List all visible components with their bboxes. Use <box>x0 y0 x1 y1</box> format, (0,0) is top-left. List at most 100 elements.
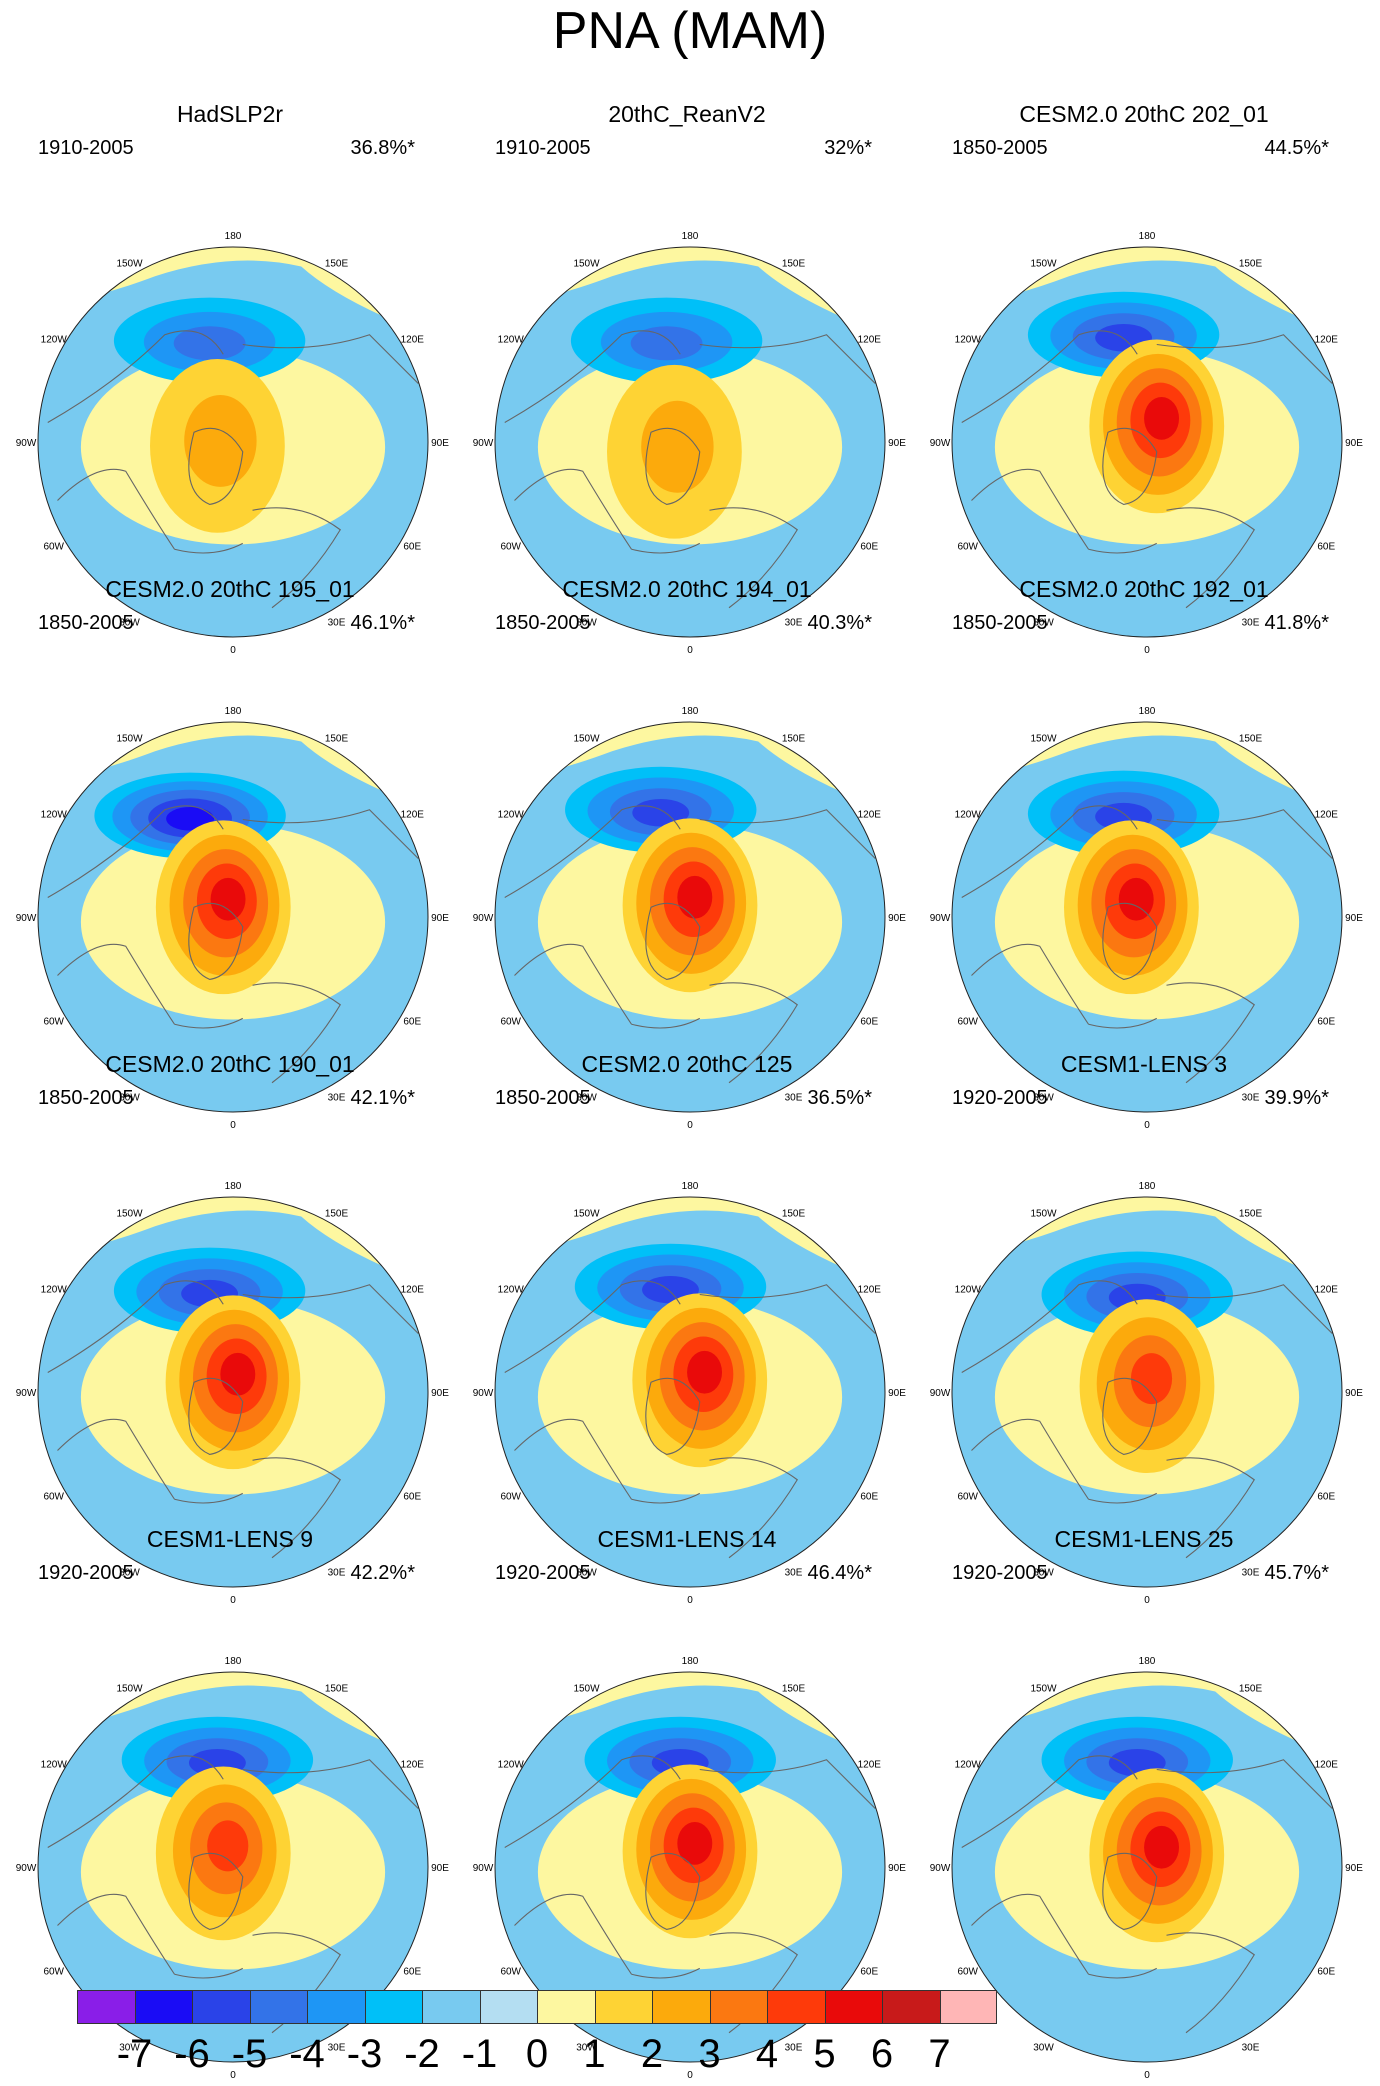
longitude-label: 90E <box>1345 913 1363 924</box>
contour-positive-5 <box>687 1350 723 1394</box>
coastlines <box>47 330 419 609</box>
colorbar-label: -7 <box>116 2032 153 2076</box>
colorbar-label: 5 <box>813 2032 836 2076</box>
map-panel: 180 150E 120E 90E 60E 30E 0 30W 60W 90W 120W 150W CE… <box>914 1525 1374 2081</box>
longitude-label: 120W <box>498 1285 525 1296</box>
contour-positive-2 <box>641 400 714 493</box>
map-boundary <box>37 1196 429 1588</box>
contour-negative-3 <box>630 326 703 361</box>
colorbar-swatch <box>364 1990 422 2024</box>
polar-map: 180 150E 120E 90E 60E 30E 0 30W 60W 90W 120W 150W <box>473 706 907 1131</box>
longitude-label: 180 <box>682 1656 699 1667</box>
panel-period: 1910-2005 <box>38 137 134 159</box>
colorbar-label: 2 <box>640 2032 664 2076</box>
panel-variance-explained: 42.1%* <box>350 1087 416 1109</box>
map-panel: 180 150E 120E 90E 60E 30E 0 30W 60W 90W 120W 150W CE… <box>914 1050 1374 1606</box>
panel-title: CESM2.0 20thC 125 <box>581 1051 793 1077</box>
polar-map: 180 150E 120E 90E 60E 30E 0 30W 60W 90W 120W 150W <box>16 231 450 656</box>
panel-title: CESM1-LENS 14 <box>597 1526 777 1552</box>
map-boundary <box>494 1671 886 2063</box>
map-boundary <box>951 721 1343 1113</box>
longitude-label: 90W <box>16 913 37 924</box>
contour-positive-5 <box>677 875 713 919</box>
longitude-label: 60W <box>957 542 978 553</box>
colorbar-label: -4 <box>289 2032 325 2076</box>
longitude-label: 90E <box>431 1388 449 1399</box>
polar-map: 180 150E 120E 90E 60E 30E 0 30W 60W 90W 120W 150W <box>16 1656 450 2081</box>
longitude-label: 180 <box>682 231 699 242</box>
contour-positive-5 <box>1144 397 1180 440</box>
longitude-label: 0 <box>1144 2070 1150 2081</box>
longitude-label: 30W <box>576 1092 597 1103</box>
longitude-label: 60W <box>43 542 64 553</box>
panel-variance-explained: 36.8%* <box>350 137 416 159</box>
map-panel: 180 150E 120E 90E 60E 30E 0 30W 60W 90W 120W 150W CE… <box>457 1050 917 1606</box>
longitude-label: 150W <box>116 1209 143 1220</box>
longitude-label: 30E <box>1242 617 1260 628</box>
longitude-label: 60E <box>403 1967 421 1978</box>
polar-map: 180 150E 120E 90E 60E 30E 0 30W 60W 90W 120W 150W <box>930 706 1364 1131</box>
longitude-label: 90E <box>431 1863 449 1874</box>
longitude-label: 150E <box>1239 734 1263 745</box>
map-panel: 180 150E 120E 90E 60E 30E 0 30W 60W 90W 120W 150W CE… <box>0 1050 460 1606</box>
panel-variance-explained: 44.5%* <box>1264 137 1330 159</box>
longitude-label: 60W <box>500 1492 521 1503</box>
contour-positive-5 <box>210 877 246 921</box>
contour-positive-4 <box>1130 1353 1173 1405</box>
panel-period: 1850-2005 <box>38 1087 134 1109</box>
longitude-label: 30W <box>1033 1567 1054 1578</box>
map-panel: 180 150E 120E 90E 60E 30E 0 30W 60W 90W 120W 150W CE… <box>914 575 1374 1131</box>
polar-map: 180 150E 120E 90E 60E 30E 0 30W 60W 90W 120W 150W <box>473 1656 907 2081</box>
longitude-label: 150W <box>1030 734 1057 745</box>
longitude-label: 120W <box>955 1760 982 1771</box>
map-panel: 180 150E 120E 90E 60E 30E 0 30W 60W 90W 120W 150W 20… <box>457 100 917 656</box>
panel-title: CESM2.0 20thC 190_01 <box>105 1051 355 1077</box>
longitude-label: 90E <box>888 438 906 449</box>
polar-map: 180 150E 120E 90E 60E 30E 0 30W 60W 90W 120W 150W <box>16 1181 450 1606</box>
longitude-label: 90W <box>16 1863 37 1874</box>
colorbar-label: -6 <box>174 2032 210 2076</box>
map-panel: 180 150E 120E 90E 60E 30E 0 30W 60W 90W 120W 150W CE… <box>914 100 1374 656</box>
colorbar: -7 -6 -5 -4 -3 -2 -1 0 1 2 3 4 5 6 7 <box>0 1990 1380 2086</box>
map-boundary <box>951 1196 1343 1588</box>
longitude-label: 0 <box>687 1120 693 1131</box>
longitude-label: 150W <box>116 259 143 270</box>
contour-positive-5 <box>677 1822 713 1865</box>
longitude-label: 150W <box>573 734 600 745</box>
longitude-label: 120E <box>401 1285 425 1296</box>
longitude-label: 90E <box>431 438 449 449</box>
colorbar-swatch <box>422 1990 480 2024</box>
panel-variance-explained: 41.8%* <box>1264 612 1330 634</box>
longitude-label: 180 <box>682 706 699 717</box>
longitude-label: 90W <box>930 438 951 449</box>
panel-period: 1920-2005 <box>38 1562 134 1584</box>
longitude-label: 120E <box>858 335 882 346</box>
contour-negative-3 <box>173 326 246 361</box>
panel-title: 20thC_ReanV2 <box>608 101 766 127</box>
longitude-label: 150W <box>573 1684 600 1695</box>
longitude-label: 90W <box>16 1388 37 1399</box>
longitude-label: 0 <box>1144 645 1150 656</box>
panel-variance-explained: 39.9%* <box>1264 1087 1330 1109</box>
coastlines <box>504 805 876 1084</box>
longitude-label: 120E <box>401 1760 425 1771</box>
colorbar-swatch <box>134 1990 192 2024</box>
longitude-label: 60E <box>1317 542 1335 553</box>
longitude-label: 120E <box>1315 1285 1339 1296</box>
colorbar-label: -2 <box>404 2032 440 2076</box>
panel-title: CESM2.0 20thC 192_01 <box>1019 576 1269 602</box>
map-boundary <box>494 246 886 638</box>
longitude-label: 120W <box>955 1285 982 1296</box>
panel-variance-explained: 46.1%* <box>350 612 416 634</box>
longitude-label: 180 <box>225 706 242 717</box>
longitude-label: 120E <box>858 810 882 821</box>
coastlines <box>47 805 419 1084</box>
longitude-label: 30E <box>785 617 803 628</box>
contour-positive-5 <box>1144 1825 1180 1869</box>
longitude-label: 60E <box>403 1017 421 1028</box>
panel-period: 1850-2005 <box>952 137 1048 159</box>
longitude-label: 150E <box>1239 259 1263 270</box>
longitude-label: 150W <box>1030 1209 1057 1220</box>
longitude-label: 60W <box>957 1017 978 1028</box>
longitude-label: 0 <box>687 2070 693 2081</box>
